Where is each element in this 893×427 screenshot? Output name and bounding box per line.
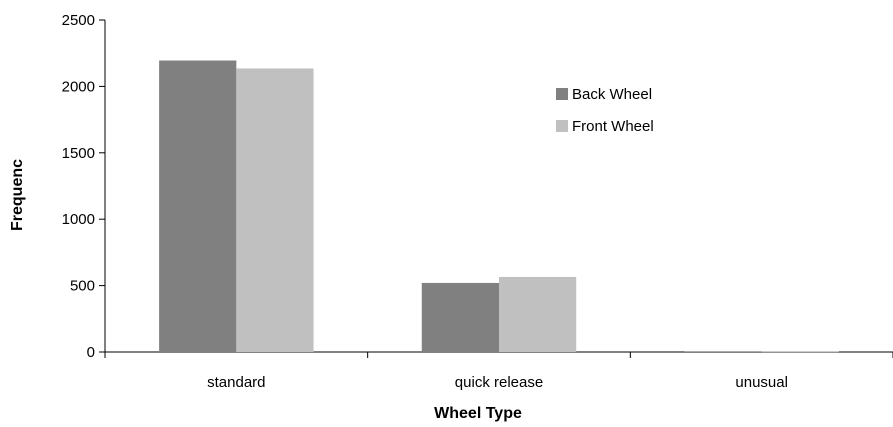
y-tick-label: 1500 (62, 145, 95, 162)
bar-back-wheel-unusual (684, 351, 762, 352)
legend: Back Wheel Front Wheel (556, 86, 654, 135)
legend-label: Front Wheel (572, 118, 654, 135)
legend-swatch (556, 120, 568, 132)
x-axis: standard quick release unusual (104, 351, 893, 391)
y-tick-label: 2000 (62, 78, 95, 95)
y-tick-label: 1000 (62, 211, 95, 228)
legend-swatch (556, 88, 568, 100)
y-tick-label: 2500 (62, 12, 95, 29)
x-tick-label: standard (207, 374, 265, 391)
x-axis-title: Wheel Type (434, 405, 522, 422)
y-tick-label: 0 (87, 344, 95, 361)
bars (159, 60, 839, 353)
y-axis-title: Frequenc (9, 159, 26, 231)
bar-front-wheel-standard (236, 68, 314, 353)
bar-front-wheel-unusual (761, 351, 839, 353)
x-tick-label: unusual (735, 374, 788, 391)
bar-back-wheel-quick-release (421, 282, 499, 352)
bar-back-wheel-standard (159, 60, 237, 353)
y-axis: 0 500 1000 1500 2000 2500 (62, 12, 106, 361)
legend-label: Back Wheel (572, 86, 652, 103)
bar-front-wheel-quick-release (499, 276, 577, 352)
x-tick-label: quick release (455, 374, 543, 391)
y-tick-label: 500 (70, 278, 95, 295)
